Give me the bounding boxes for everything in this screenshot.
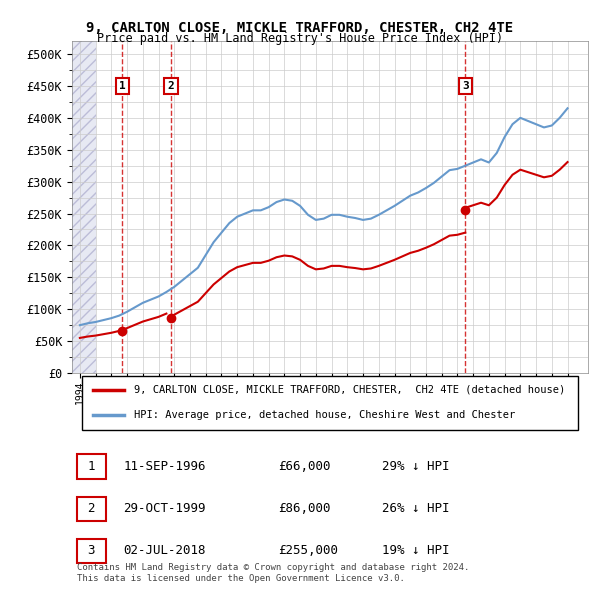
Text: 3: 3: [88, 545, 95, 558]
Text: 2: 2: [167, 81, 175, 91]
Text: 29% ↓ HPI: 29% ↓ HPI: [382, 460, 449, 473]
Text: 11-SEP-1996: 11-SEP-1996: [124, 460, 206, 473]
Text: HPI: Average price, detached house, Cheshire West and Chester: HPI: Average price, detached house, Ches…: [134, 410, 515, 420]
Text: Price paid vs. HM Land Registry's House Price Index (HPI): Price paid vs. HM Land Registry's House …: [97, 32, 503, 45]
Text: 1: 1: [88, 460, 95, 473]
Bar: [72, 41, 95, 373]
FancyBboxPatch shape: [77, 539, 106, 563]
FancyBboxPatch shape: [82, 376, 578, 430]
Text: Contains HM Land Registry data © Crown copyright and database right 2024.
This d: Contains HM Land Registry data © Crown c…: [77, 563, 470, 582]
FancyBboxPatch shape: [77, 497, 106, 521]
Text: 2: 2: [88, 502, 95, 515]
Text: £86,000: £86,000: [278, 502, 331, 515]
Text: 26% ↓ HPI: 26% ↓ HPI: [382, 502, 449, 515]
FancyBboxPatch shape: [77, 454, 106, 478]
Text: 02-JUL-2018: 02-JUL-2018: [124, 545, 206, 558]
Text: 19% ↓ HPI: 19% ↓ HPI: [382, 545, 449, 558]
Text: £255,000: £255,000: [278, 545, 338, 558]
Text: 1: 1: [119, 81, 126, 91]
Text: 9, CARLTON CLOSE, MICKLE TRAFFORD, CHESTER, CH2 4TE: 9, CARLTON CLOSE, MICKLE TRAFFORD, CHEST…: [86, 21, 514, 35]
Text: £66,000: £66,000: [278, 460, 331, 473]
Text: 29-OCT-1999: 29-OCT-1999: [124, 502, 206, 515]
Text: 9, CARLTON CLOSE, MICKLE TRAFFORD, CHESTER,  CH2 4TE (detached house): 9, CARLTON CLOSE, MICKLE TRAFFORD, CHEST…: [134, 385, 565, 395]
Text: 3: 3: [462, 81, 469, 91]
